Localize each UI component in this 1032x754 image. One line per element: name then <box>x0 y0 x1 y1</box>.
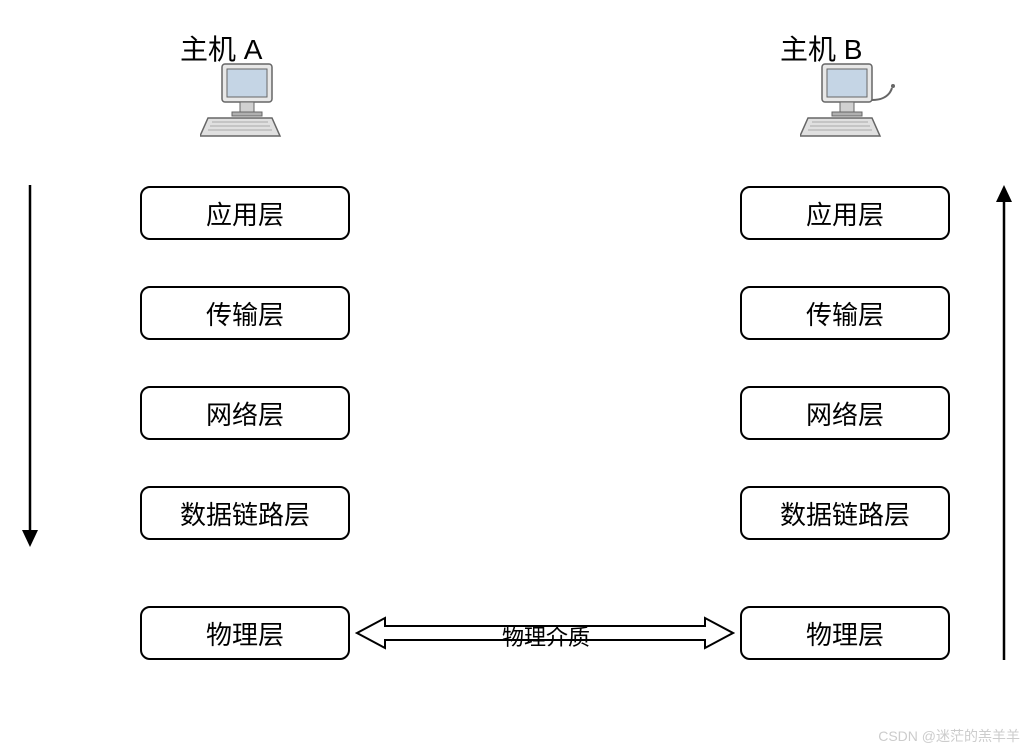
computer-icon <box>200 60 290 145</box>
layer-label: 物理层 <box>806 615 884 652</box>
layer-label: 应用层 <box>806 195 884 232</box>
arrow-up-icon <box>992 185 1016 660</box>
layer-box: 网络层 <box>140 386 350 440</box>
layer-label: 物理层 <box>206 615 284 652</box>
layer-box: 应用层 <box>740 186 950 240</box>
computer-icon <box>800 60 900 145</box>
layer-box: 数据链路层 <box>140 486 350 540</box>
layer-label: 网络层 <box>806 395 884 432</box>
layer-box: 应用层 <box>140 186 350 240</box>
layer-box: 传输层 <box>140 286 350 340</box>
watermark: CSDN @迷茫的羔羊羊 <box>878 726 1020 746</box>
layer-box: 物理层 <box>740 606 950 660</box>
layer-label: 应用层 <box>206 195 284 232</box>
layer-box: 数据链路层 <box>740 486 950 540</box>
layer-box: 传输层 <box>740 286 950 340</box>
layer-label: 网络层 <box>206 395 284 432</box>
layer-label: 传输层 <box>206 295 284 332</box>
layer-label: 传输层 <box>806 295 884 332</box>
arrow-down-icon <box>18 185 42 550</box>
layer-box: 物理层 <box>140 606 350 660</box>
layer-box: 网络层 <box>740 386 950 440</box>
medium-label: 物理介质 <box>502 620 590 652</box>
layer-label: 数据链路层 <box>780 495 910 532</box>
layer-label: 数据链路层 <box>180 495 310 532</box>
